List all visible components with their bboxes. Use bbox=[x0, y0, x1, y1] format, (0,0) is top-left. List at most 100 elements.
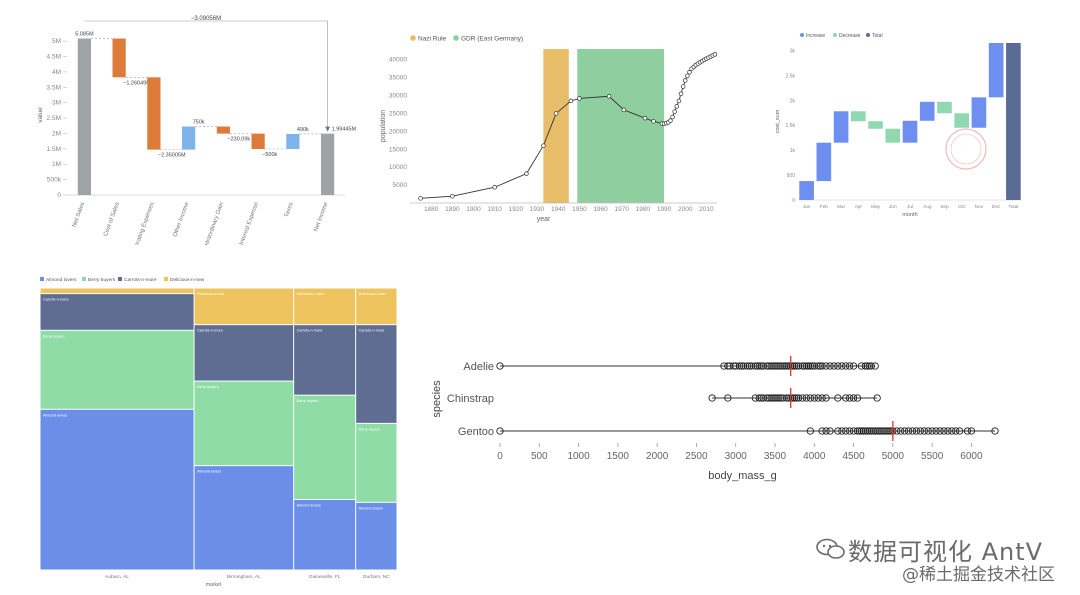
data-point bbox=[867, 427, 875, 435]
population-point bbox=[553, 111, 559, 116]
waterfall-bar bbox=[919, 101, 935, 121]
data-point bbox=[842, 427, 850, 435]
x-tick-label: 2010 bbox=[699, 206, 714, 213]
waterfall-bar bbox=[286, 133, 300, 149]
data-point bbox=[789, 362, 797, 370]
data-point bbox=[863, 427, 871, 435]
y-tick-label: 2.5M bbox=[47, 115, 61, 122]
waterfall-bar bbox=[833, 111, 849, 143]
period-band bbox=[577, 49, 665, 203]
data-point bbox=[948, 427, 956, 435]
population-point bbox=[674, 104, 680, 109]
y-axis-label: species bbox=[431, 380, 443, 418]
x-tick-label: Net Sales bbox=[72, 202, 87, 228]
data-point bbox=[753, 362, 761, 370]
x-tick-label: 500 bbox=[531, 451, 548, 462]
data-point bbox=[893, 427, 901, 435]
data-point bbox=[804, 362, 813, 370]
data-point bbox=[747, 362, 756, 370]
wechat-icon bbox=[816, 538, 845, 559]
cell-label: Berry buyers bbox=[297, 399, 319, 403]
x-tick-label: Total bbox=[1008, 204, 1018, 210]
y-tick-label: 15000 bbox=[389, 146, 407, 153]
waterfall-bar bbox=[868, 121, 883, 129]
data-point bbox=[871, 362, 879, 370]
y-tick-label: 4.5M bbox=[47, 54, 61, 61]
x-tick-label: 5000 bbox=[882, 451, 905, 462]
y-tick-label: 25000 bbox=[389, 110, 407, 117]
data-point bbox=[755, 394, 763, 402]
data-point bbox=[845, 362, 854, 370]
data-point bbox=[875, 427, 883, 435]
data-point bbox=[859, 427, 868, 435]
data-point bbox=[759, 394, 767, 402]
marimekko-cell bbox=[194, 325, 294, 381]
data-point bbox=[755, 362, 763, 370]
x-tick-label: 1970 bbox=[614, 206, 629, 213]
data-point bbox=[757, 362, 765, 370]
y-tick-label: 1.5M bbox=[47, 146, 61, 153]
population-point bbox=[676, 98, 682, 104]
y-tick-label: 0 bbox=[57, 192, 61, 199]
legend-label: Almond lovers bbox=[46, 277, 77, 283]
data-point bbox=[794, 362, 803, 370]
marimekko-cell bbox=[194, 466, 294, 570]
data-point bbox=[724, 394, 732, 402]
data-point bbox=[735, 362, 744, 370]
data-point bbox=[708, 394, 716, 402]
marimekko-cell bbox=[356, 325, 397, 423]
data-point bbox=[798, 394, 807, 402]
data-point bbox=[822, 394, 830, 402]
monthly-waterfall-chart: Increase Decrease Total 0 500 1k 1.5k 2k 2.5k 3k J… bbox=[775, 33, 1022, 218]
data-point bbox=[792, 362, 801, 370]
y-tick-label: Adelie bbox=[463, 361, 494, 373]
data-point bbox=[932, 427, 940, 435]
legend-label: Total bbox=[872, 33, 883, 39]
data-point bbox=[818, 394, 826, 402]
data-point bbox=[769, 362, 777, 370]
y-axis-label: cost_sum bbox=[775, 109, 781, 133]
waterfall-bar bbox=[937, 101, 952, 114]
data-point bbox=[779, 394, 787, 402]
marimekko-cell bbox=[294, 325, 356, 395]
x-tick-label: 1980 bbox=[636, 206, 651, 213]
x-tick-label: 5500 bbox=[921, 451, 944, 462]
waterfall-bar bbox=[954, 113, 970, 128]
data-point bbox=[767, 394, 775, 402]
data-point bbox=[818, 362, 826, 370]
population-point bbox=[680, 84, 686, 89]
marimekko-cell bbox=[40, 288, 194, 294]
data-point bbox=[765, 362, 773, 370]
data-point bbox=[751, 362, 760, 370]
waterfall-bar bbox=[816, 142, 832, 182]
y-tick-label: 2k bbox=[790, 98, 796, 104]
y-tick-label: 1k bbox=[790, 148, 796, 154]
y-tick-label: 30000 bbox=[389, 93, 407, 100]
x-tick-label: 3500 bbox=[764, 451, 787, 462]
data-point bbox=[834, 427, 842, 435]
data-point bbox=[885, 427, 893, 435]
data-point bbox=[873, 394, 881, 402]
data-point bbox=[726, 362, 734, 370]
marimekko-cell bbox=[294, 500, 356, 570]
data-point bbox=[783, 362, 791, 370]
cell-label: Carrots-n-more bbox=[197, 329, 223, 333]
cell-label: Almond lovers bbox=[297, 504, 321, 508]
data-point bbox=[849, 394, 858, 402]
data-label: −500k bbox=[262, 152, 277, 158]
population-point bbox=[606, 94, 612, 99]
data-point bbox=[863, 362, 871, 370]
data-point bbox=[757, 394, 765, 402]
data-point bbox=[869, 427, 877, 435]
waterfall-bar bbox=[885, 128, 901, 143]
x-tick-label: Apr bbox=[855, 204, 863, 210]
data-point bbox=[792, 394, 801, 402]
data-point bbox=[806, 362, 815, 370]
x-tick-label: Interest Expense bbox=[239, 201, 260, 245]
waterfall-bar bbox=[182, 126, 196, 150]
data-point bbox=[794, 394, 803, 402]
x-tick-label: 2000 bbox=[678, 206, 693, 213]
legend-marker bbox=[866, 33, 870, 37]
waterfall-bar bbox=[321, 133, 335, 195]
x-tick-label: Auburn, AL bbox=[105, 574, 129, 580]
